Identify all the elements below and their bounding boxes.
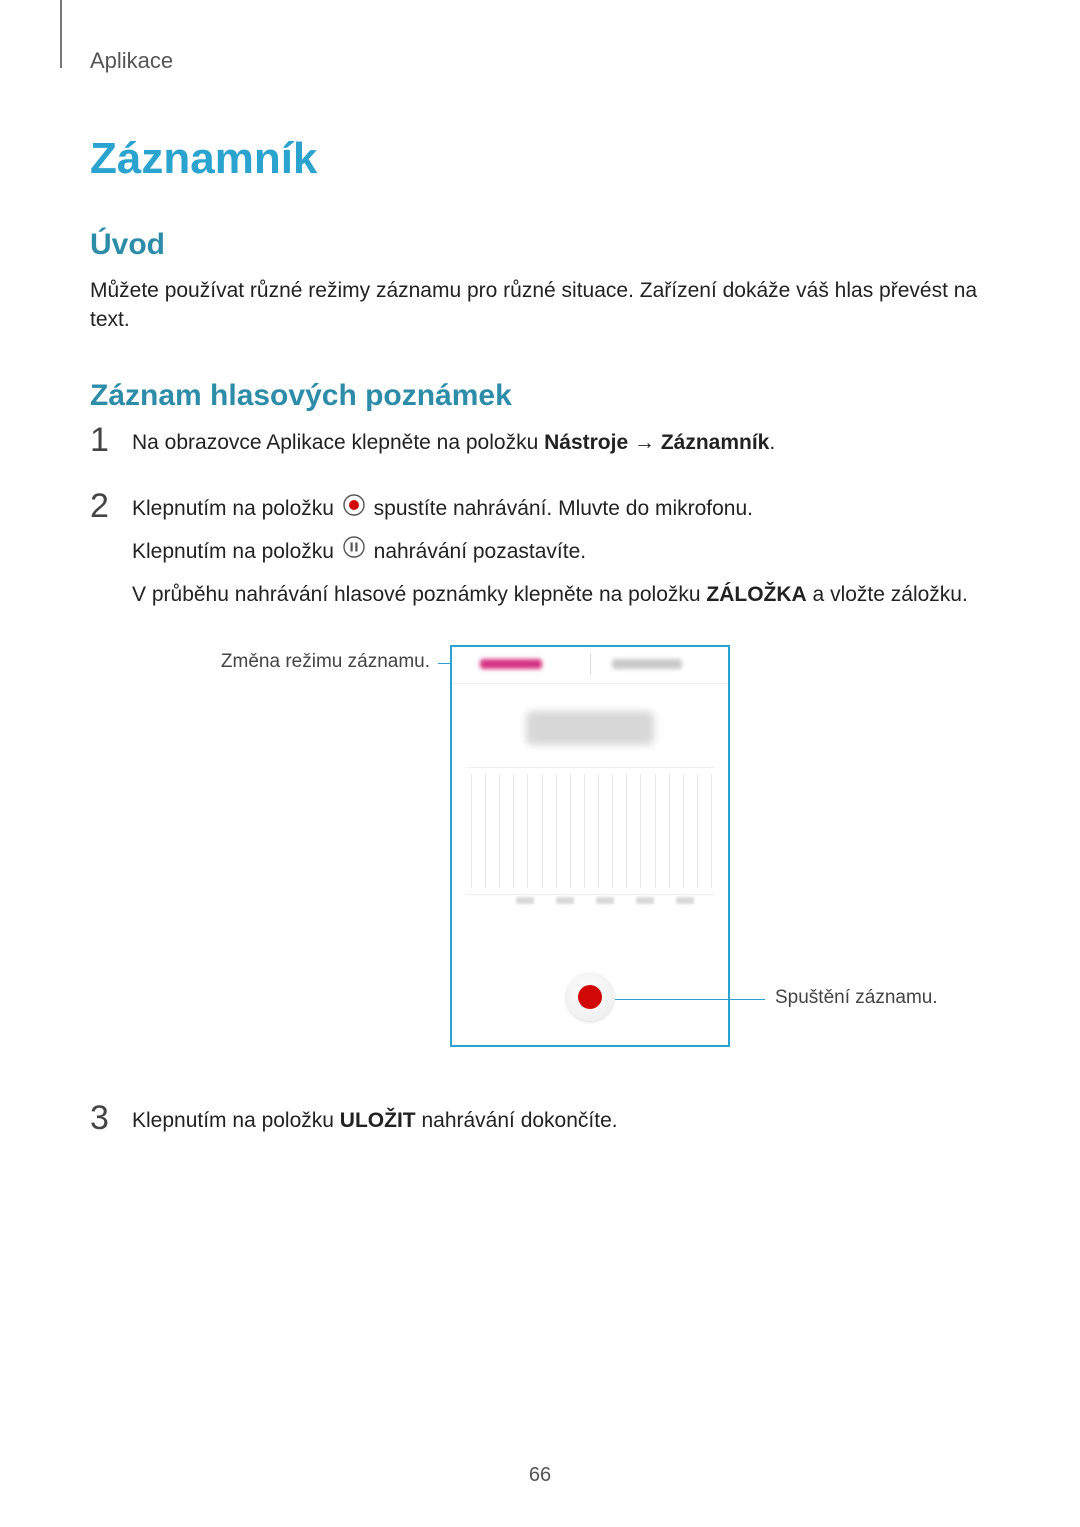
step-2-number: 2 [90, 489, 132, 523]
section-intro-heading: Úvod [90, 228, 990, 262]
step-2-body: Klepnutím na položku spustíte nahrávání.… [132, 493, 990, 621]
waveform-line [626, 774, 627, 888]
tick-segment [636, 897, 654, 904]
waveform-line [513, 774, 514, 888]
phone-waveform-area [466, 767, 714, 895]
record-dot-icon [578, 985, 602, 1009]
figure-area: Změna režimu záznamu. Spuštění záznamu. [90, 645, 990, 1075]
waveform-line [499, 774, 500, 888]
section-intro-text: Můžete používat různé režimy záznamu pro… [90, 276, 990, 335]
record-circle-icon [343, 494, 365, 527]
step-1-number: 1 [90, 423, 132, 457]
step-2-line1-post: spustíte nahrávání. Mluvte do mikrofonu. [374, 497, 753, 520]
phone-tab-active [480, 659, 542, 669]
steps-list: 1 Na obrazovce Aplikace klepněte na polo… [90, 427, 990, 1148]
waveform-line [711, 774, 712, 888]
page-root: Aplikace Záznamník Úvod Můžete používat … [0, 0, 1080, 1527]
callout-right-label: Spuštění záznamu. [775, 987, 1035, 1009]
step-3: 3 Klepnutím na položku ULOŽIT nahrávání … [90, 1105, 990, 1148]
phone-tab-inactive [612, 659, 682, 669]
step-3-body: Klepnutím na položku ULOŽIT nahrávání do… [132, 1105, 990, 1148]
waveform-line [471, 774, 472, 888]
phone-tick-row [466, 897, 714, 907]
step-3-post: nahrávání dokončíte. [416, 1109, 618, 1132]
phone-tab-divider [590, 653, 591, 675]
phone-timer-display [526, 711, 654, 745]
decorative-side-rule [60, 0, 62, 68]
phone-topbar [452, 647, 728, 684]
step-2-line1-pre: Klepnutím na položku [132, 497, 340, 520]
waveform-line [570, 774, 571, 888]
waveform-line [640, 774, 641, 888]
step-2-line2-post: nahrávání pozastavíte. [374, 540, 586, 563]
waveform-line [612, 774, 613, 888]
waveform-line [683, 774, 684, 888]
waveform-line [485, 774, 486, 888]
step-3-bold: ULOŽIT [340, 1109, 416, 1132]
step-3-number: 3 [90, 1101, 132, 1135]
waveform-line [556, 774, 557, 888]
section-record-heading: Záznam hlasových poznámek [90, 379, 990, 413]
waveform-line [697, 774, 698, 888]
step-1-body: Na obrazovce Aplikace klepněte na položk… [132, 427, 990, 470]
step-2: 2 Klepnutím na položku spustíte nahráván… [90, 493, 990, 621]
phone-record-button [566, 973, 614, 1021]
step-1: 1 Na obrazovce Aplikace klepněte na polo… [90, 427, 990, 470]
step-2-line2-pre: Klepnutím na položku [132, 540, 340, 563]
waveform-line [598, 774, 599, 888]
page-title: Záznamník [90, 134, 990, 184]
step-2-line3-post: a vložte záložku. [807, 583, 968, 606]
tick-segment [516, 897, 534, 904]
callout-left-label: Změna režimu záznamu. [150, 651, 430, 673]
step-1-arrow: → [628, 431, 661, 454]
callout-right-line [615, 999, 765, 1000]
step-3-pre: Klepnutím na položku [132, 1109, 340, 1132]
tick-segment [596, 897, 614, 904]
step-1-text-post: . [769, 431, 775, 454]
tick-segment [676, 897, 694, 904]
step-2-line3-bold: ZÁLOŽKA [706, 583, 806, 606]
page-number: 66 [0, 1464, 1080, 1487]
tick-segment [556, 897, 574, 904]
step-1-bold-1: Nástroje [544, 431, 628, 454]
step-1-text-pre: Na obrazovce Aplikace klepněte na položk… [132, 431, 544, 454]
waveform-line [527, 774, 528, 888]
breadcrumb: Aplikace [90, 48, 990, 74]
pause-circle-icon [343, 536, 365, 569]
phone-mockup [450, 645, 730, 1047]
step-1-bold-2: Záznamník [661, 431, 770, 454]
waveform-line [584, 774, 585, 888]
waveform-line [669, 774, 670, 888]
waveform-line [655, 774, 656, 888]
waveform-line [542, 774, 543, 888]
step-2-line3-pre: V průběhu nahrávání hlasové poznámky kle… [132, 583, 706, 606]
